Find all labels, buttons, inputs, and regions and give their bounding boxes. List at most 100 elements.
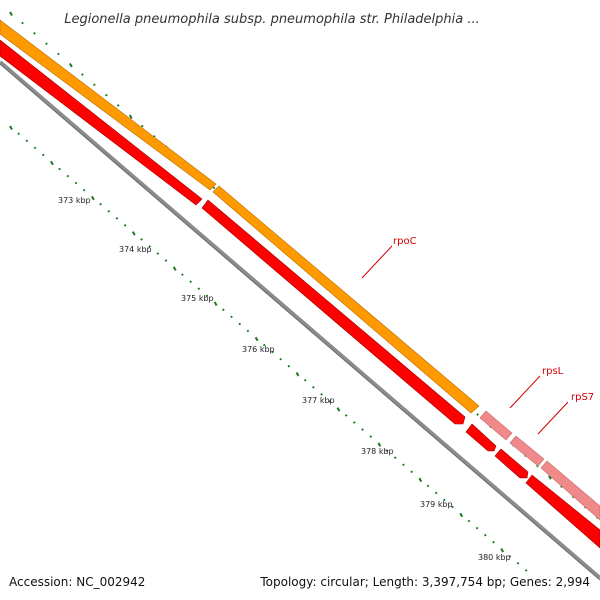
- inner-tick: [254, 336, 259, 342]
- inner-tick: [459, 512, 464, 518]
- outer-tick: [116, 104, 120, 107]
- backbone-line: [0, 60, 600, 580]
- inner-tick: [131, 231, 136, 236]
- inner-tick: [287, 364, 291, 368]
- outer-tick: [69, 63, 73, 68]
- inner-tick: [418, 477, 423, 483]
- inner-tick: [492, 540, 495, 544]
- rpS7-gene[interactable]: [494, 448, 529, 479]
- outer-tick: [560, 485, 563, 488]
- outer-tick: [548, 475, 552, 480]
- inner-tick: [205, 294, 209, 298]
- inner-tick: [140, 238, 143, 241]
- inner-tick: [336, 407, 341, 412]
- outer-tick: [9, 11, 13, 16]
- inner-tick: [508, 554, 512, 558]
- outer-tick: [104, 93, 108, 97]
- inner-tick: [451, 505, 454, 509]
- inner-tick: [222, 308, 225, 312]
- rpS7-label[interactable]: rpS7: [571, 392, 594, 403]
- inner-tick: [328, 400, 332, 403]
- rpoC-gene[interactable]: [0, 39, 203, 206]
- gene-labels: rpoC rpsL rpS7: [361, 236, 594, 435]
- inner-tick: [271, 350, 274, 354]
- rpsL-label[interactable]: rpsL: [542, 366, 564, 377]
- rpoC-label[interactable]: rpoC: [393, 236, 417, 247]
- inner-tick: [238, 322, 242, 326]
- inner-tick: [9, 125, 13, 130]
- inner-tick: [361, 428, 364, 431]
- inner-tick: [25, 139, 29, 143]
- rpS7-cds[interactable]: [509, 435, 545, 467]
- inner-tick: [66, 174, 70, 178]
- tick-label-374: 374 kbp: [119, 245, 152, 254]
- tick-label-377: 377 kbp: [302, 396, 335, 405]
- map-title: Legionella pneumophila subsp. pneumophil…: [64, 12, 480, 27]
- outer-tick: [81, 73, 84, 76]
- inner-tick: [148, 245, 152, 248]
- inner-tick: [524, 569, 528, 572]
- tick-label-380: 380 kbp: [478, 553, 511, 562]
- inner-tick: [58, 167, 61, 171]
- inner-tick: [377, 442, 382, 447]
- rpoC-callout: [361, 245, 393, 279]
- inner-tick: [33, 146, 37, 150]
- inner-tick: [115, 216, 119, 220]
- inner-tick: [352, 421, 356, 424]
- inner-tick: [320, 393, 323, 396]
- backbone-line-inner: [0, 63, 600, 581]
- inner-tick: [41, 153, 45, 157]
- inner-tick: [443, 498, 446, 502]
- tick-label-376: 376 kbp: [242, 345, 275, 354]
- inner-tick: [262, 343, 266, 347]
- inner-tick: [467, 519, 471, 523]
- inner-tick: [516, 562, 520, 565]
- outer-tick: [212, 186, 216, 190]
- outer-tick: [57, 52, 60, 56]
- rpsL-cds[interactable]: [479, 410, 513, 441]
- inner-tick: [402, 463, 405, 467]
- inner-tick: [181, 273, 184, 276]
- inner-tick: [426, 484, 430, 488]
- outer-tick: [45, 42, 48, 45]
- rpS7-callout: [537, 401, 569, 435]
- rpS7-gene[interactable]: [525, 474, 600, 549]
- inner-tick: [172, 266, 177, 271]
- inner-tick: [279, 357, 282, 361]
- tick-label-378: 378 kbp: [361, 447, 394, 456]
- inner-tick-ring: [9, 125, 528, 572]
- inner-tick: [393, 456, 397, 460]
- rpoC-cds[interactable]: [212, 185, 480, 414]
- inner-tick: [344, 414, 348, 417]
- inner-tick: [82, 188, 86, 192]
- rpS7-cds[interactable]: [540, 460, 600, 521]
- inner-tick: [246, 329, 250, 333]
- inner-tick: [295, 371, 300, 377]
- inner-tick: [475, 526, 479, 530]
- inner-tick: [17, 132, 21, 136]
- inner-tick: [107, 209, 111, 213]
- inner-tick: [213, 301, 218, 307]
- inner-tick: [230, 315, 233, 319]
- inner-tick: [434, 491, 438, 495]
- outer-tick: [128, 114, 133, 120]
- inner-tick: [385, 449, 389, 452]
- rpoC-cds[interactable]: [0, 19, 217, 191]
- tick-label-375: 375 kbp: [181, 294, 214, 303]
- accession-text: Accession: NC_002942: [9, 575, 145, 589]
- inner-tick: [99, 202, 102, 206]
- outer-tick: [476, 413, 479, 416]
- inner-tick: [410, 470, 413, 474]
- scale-labels: 373 kbp 374 kbp 375 kbp 376 kbp 377 kbp …: [58, 196, 511, 562]
- inner-tick: [303, 378, 307, 382]
- rpsL-gene[interactable]: [465, 423, 497, 452]
- outer-tick: [93, 83, 96, 87]
- rpoC-gene[interactable]: [201, 199, 466, 425]
- inner-tick: [500, 547, 505, 553]
- outer-tick: [152, 135, 156, 138]
- tick-label-379: 379 kbp: [420, 500, 453, 509]
- inner-tick: [123, 224, 127, 227]
- outer-tick: [33, 32, 36, 35]
- inner-tick: [483, 533, 487, 537]
